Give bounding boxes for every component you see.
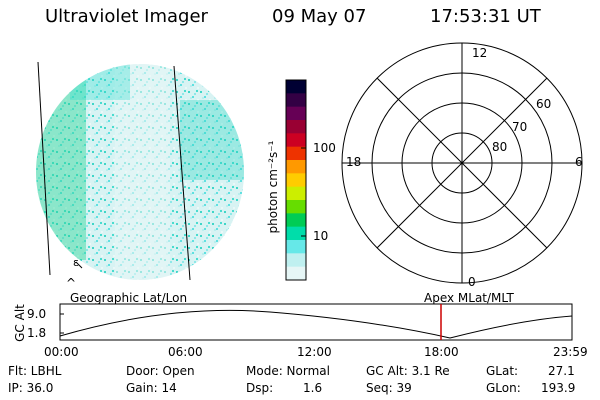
mlt-label-6: 6 [575,155,583,169]
lat-label-70: 70 [512,120,528,134]
status-seq: Seq: 39 [366,381,412,395]
longitude-line-left [37,61,51,276]
status-glon-value: 193.9 [541,381,576,395]
colorbar-band [286,80,306,94]
status-filter: Flt: LBHL [8,364,62,378]
longitude-line-right [173,65,191,281]
colorbar-band [286,186,306,201]
status-door: Door: Open [126,364,195,378]
status-glat-value: 27.1 [548,364,575,378]
colorbar-band [286,213,306,228]
timeline-xtick-2359: 23:59 [553,345,588,359]
colorbar-unit-label: photon cm⁻²s⁻¹ [266,140,280,234]
timeline-xtick-0600: 06:00 [168,345,203,359]
status-glat-label: GLat: [486,364,519,378]
marker-small: ɛ [73,256,79,269]
colorbar-band [286,133,306,148]
timeline-ytick-9: 9.0 [27,307,47,321]
colorbar-band [286,253,306,268]
status-glon-label: GLon: [486,381,521,395]
mlt-label-0: 0 [468,275,476,289]
colorbar-band [286,240,306,254]
colorbar-band [286,200,306,214]
timeline-ylabel: GC Alt [13,304,27,342]
colorbar-tick-100: 100 [313,141,336,155]
mlt-label-18: 18 [346,155,362,169]
uv-image-disc [36,61,244,281]
colorbar-band [286,120,306,134]
colorbar-band [286,93,306,108]
polar-plot [341,42,583,284]
status-gcalt: GC Alt: 3.1 Re [366,364,450,378]
status-mode: Mode: Normal [246,364,330,378]
timeline-xtick-1200: 12:00 [297,345,332,359]
colorbar-band [286,173,306,188]
marker-caret: ^ [66,276,77,290]
status-dsp-label: Dsp: [246,381,274,395]
status-gain: Gain: 14 [126,381,177,395]
lat-label-80: 80 [492,140,508,154]
colorbar-band [286,266,306,281]
apex-caption: Apex MLat/MLT [424,291,514,305]
colorbar-band [286,226,306,241]
colorbar-tick-10: 10 [313,229,329,243]
status-ip: IP: 36.0 [8,381,54,395]
time-label: 17:53:31 UT [430,6,541,27]
date-label: 09 May 07 [272,6,367,27]
timeline-xtick-1800: 18:00 [424,345,459,359]
timeline-plot [59,303,573,341]
app-title: Ultraviolet Imager [45,6,208,27]
geographic-caption: Geographic Lat/Lon [70,291,188,305]
colorbar [286,80,306,281]
timeline-ytick-1: 1.8 [27,326,47,340]
status-dsp-value: 1.6 [303,381,323,395]
colorbar-band [286,160,306,174]
colorbar-band [286,106,306,121]
colorbar-band [286,146,306,161]
lat-label-60: 60 [536,97,552,111]
timeline-xtick-0000: 00:00 [44,345,79,359]
mlt-label-12: 12 [472,46,488,60]
